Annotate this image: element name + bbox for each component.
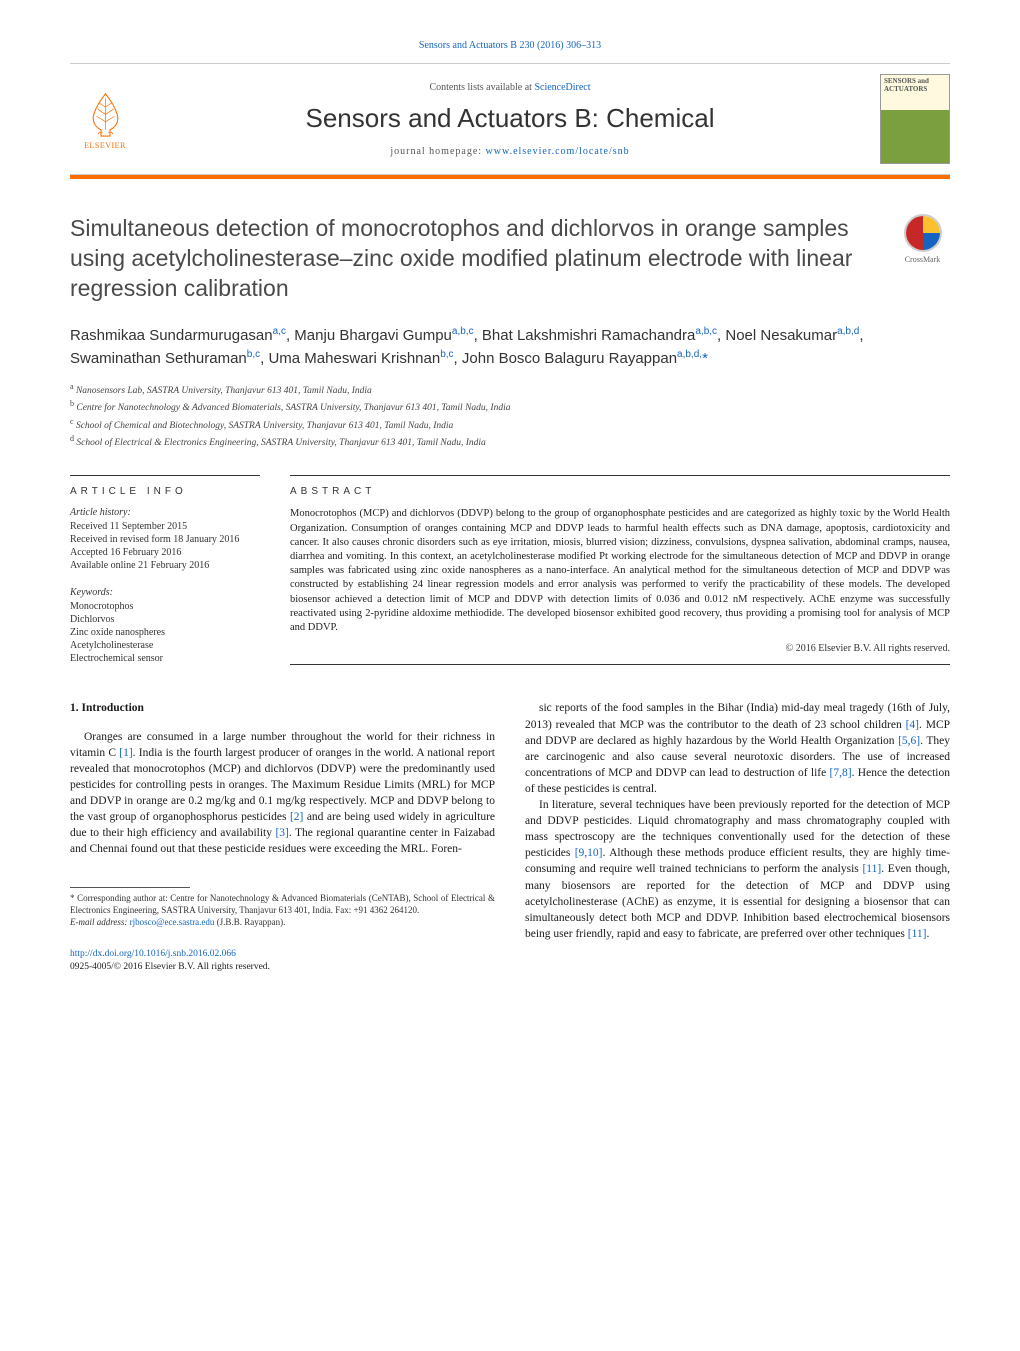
history-item: Received 11 September 2015: [70, 520, 260, 533]
email-suffix: (J.B.B. Rayappan).: [214, 917, 285, 927]
abstract-copyright: © 2016 Elsevier B.V. All rights reserved…: [290, 643, 950, 654]
citation[interactable]: [7,8]: [830, 767, 852, 779]
citation[interactable]: [5,6]: [898, 735, 920, 747]
body-columns: 1. Introduction Oranges are consumed in …: [70, 700, 950, 973]
journal-name: Sensors and Actuators B: Chemical: [140, 103, 880, 134]
body-para-1: Oranges are consumed in a large number t…: [70, 729, 495, 858]
homepage-prefix: journal homepage:: [390, 146, 485, 157]
masthead-center: Contents lists available at ScienceDirec…: [140, 82, 880, 157]
article-info-heading: article info: [70, 486, 260, 497]
running-citation: Sensors and Actuators B 230 (2016) 306–3…: [70, 40, 950, 51]
history-item: Accepted 16 February 2016: [70, 546, 260, 559]
email-label: E-mail address:: [70, 917, 130, 927]
abstract-bottom-rule: [290, 664, 950, 665]
contents-line: Contents lists available at ScienceDirec…: [140, 82, 880, 93]
citation[interactable]: [9,10]: [575, 847, 603, 859]
homepage-line: journal homepage: www.elsevier.com/locat…: [140, 146, 880, 157]
body-para-3: In literature, several techniques have b…: [525, 797, 950, 942]
section-1-heading: 1. Introduction: [70, 700, 495, 716]
sciencedirect-link[interactable]: ScienceDirect: [534, 82, 590, 93]
abstract-column: abstract Monocrotophos (MCP) and dichlor…: [290, 475, 950, 665]
title-section: Simultaneous detection of monocrotophos …: [70, 214, 950, 304]
affiliations: a Nanosensors Lab, SASTRA University, Th…: [70, 381, 950, 451]
crossmark-icon: [904, 214, 942, 252]
paper-title: Simultaneous detection of monocrotophos …: [70, 214, 875, 304]
keyword-item: Dichlorvos: [70, 613, 260, 626]
affiliation-item: d School of Electrical & Electronics Eng…: [70, 433, 950, 450]
affiliation-item: a Nanosensors Lab, SASTRA University, Th…: [70, 381, 950, 398]
page: Sensors and Actuators B 230 (2016) 306–3…: [0, 0, 1020, 1013]
history-label: Article history:: [70, 507, 260, 518]
keyword-item: Monocrotophos: [70, 600, 260, 613]
issn-line: 0925-4005/© 2016 Elsevier B.V. All right…: [70, 962, 270, 972]
homepage-link[interactable]: www.elsevier.com/locate/snb: [486, 146, 630, 157]
authors-line: Rashmikaa Sundarmurugasana,c, Manju Bhar…: [70, 324, 950, 371]
keyword-item: Acetylcholinesterase: [70, 639, 260, 652]
citation[interactable]: [2]: [290, 811, 303, 823]
article-info-column: article info Article history: Received 1…: [70, 475, 260, 665]
journal-cover-thumbnail: SENSORS and ACTUATORS: [880, 74, 950, 164]
keywords-list: MonocrotophosDichlorvosZinc oxide nanosp…: [70, 600, 260, 665]
citation[interactable]: [3]: [275, 827, 288, 839]
citation[interactable]: [4]: [906, 719, 919, 731]
body-col-right: sic reports of the food samples in the B…: [525, 700, 950, 973]
citation[interactable]: [1]: [119, 747, 132, 759]
citation[interactable]: [11]: [908, 928, 927, 940]
crossmark-label: CrossMark: [895, 255, 950, 264]
masthead: ELSEVIER Contents lists available at Sci…: [70, 63, 950, 175]
history-item: Available online 21 February 2016: [70, 559, 260, 572]
keywords-label: Keywords:: [70, 587, 260, 598]
body-col-left: 1. Introduction Oranges are consumed in …: [70, 700, 495, 973]
elsevier-wordmark: ELSEVIER: [84, 141, 126, 150]
orange-rule: [70, 175, 950, 179]
doi-block: http://dx.doi.org/10.1016/j.snb.2016.02.…: [70, 948, 495, 973]
citation[interactable]: [11]: [862, 863, 881, 875]
crossmark-badge[interactable]: CrossMark: [895, 214, 950, 264]
email-line: E-mail address: rjbosco@ece.sastra.edu (…: [70, 917, 495, 929]
history-list: Received 11 September 2015Received in re…: [70, 520, 260, 572]
corresponding-author-note: * Corresponding author at: Centre for Na…: [70, 893, 495, 916]
elsevier-tree-icon: [83, 89, 128, 139]
abstract-heading: abstract: [290, 486, 950, 497]
doi-link[interactable]: http://dx.doi.org/10.1016/j.snb.2016.02.…: [70, 949, 236, 959]
footnote-rule: [70, 887, 190, 888]
affiliation-item: b Centre for Nanotechnology & Advanced B…: [70, 398, 950, 415]
email-link[interactable]: rjbosco@ece.sastra.edu: [130, 917, 215, 927]
history-item: Received in revised form 18 January 2016: [70, 533, 260, 546]
body-para-2: sic reports of the food samples in the B…: [525, 700, 950, 797]
contents-prefix: Contents lists available at: [429, 82, 534, 93]
info-abstract-row: article info Article history: Received 1…: [70, 475, 950, 665]
elsevier-logo: ELSEVIER: [70, 79, 140, 159]
keyword-item: Zinc oxide nanospheres: [70, 626, 260, 639]
cover-thumb-title: SENSORS and ACTUATORS: [884, 78, 946, 93]
affiliation-item: c School of Chemical and Biotechnology, …: [70, 416, 950, 433]
abstract-text: Monocrotophos (MCP) and dichlorvos (DDVP…: [290, 507, 950, 635]
keyword-item: Electrochemical sensor: [70, 652, 260, 665]
